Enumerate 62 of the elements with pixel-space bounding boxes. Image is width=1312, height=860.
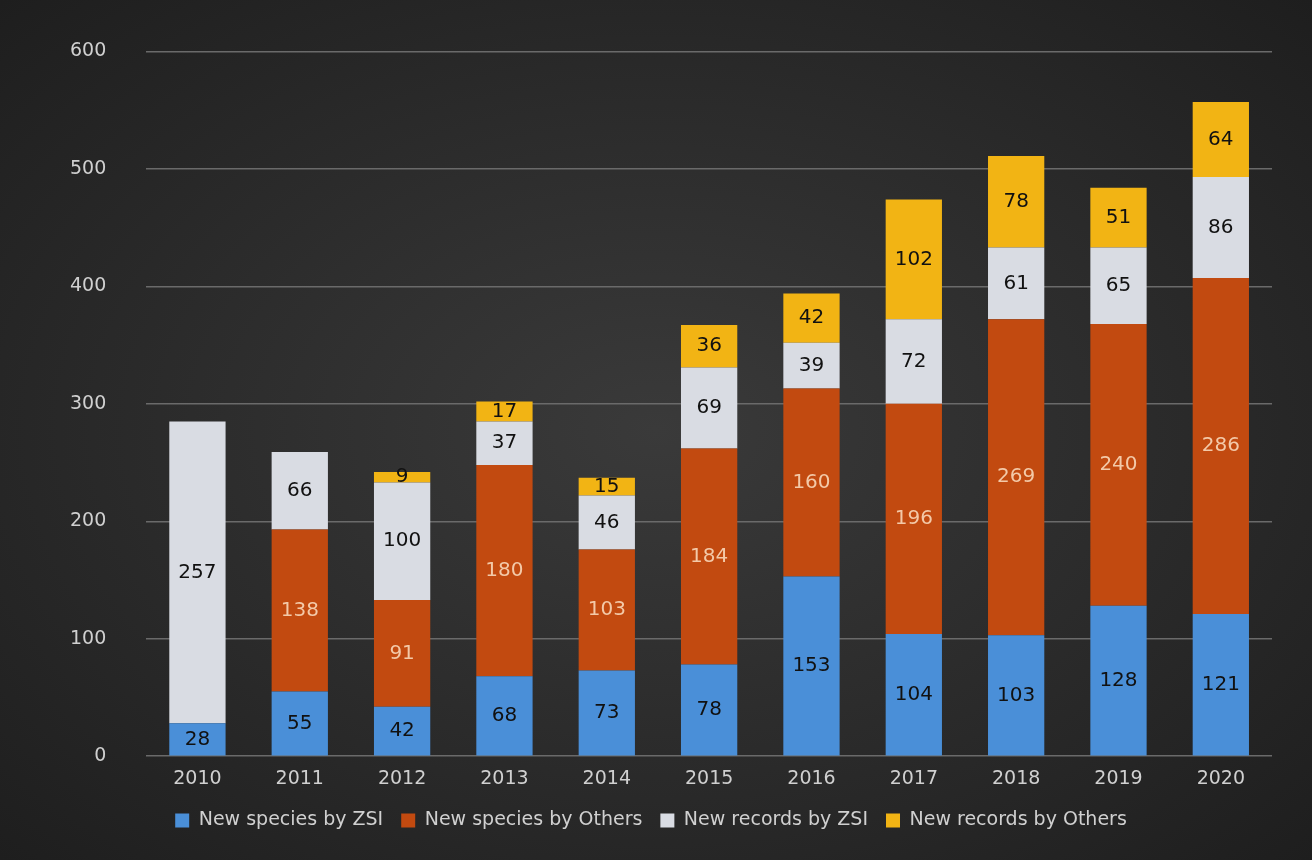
y-tick-label: 200 (70, 508, 107, 531)
data-label: 180 (485, 556, 524, 581)
data-label: 69 (696, 394, 722, 419)
legend-label: New records by Others (909, 807, 1127, 830)
data-label: 55 (287, 709, 313, 734)
data-label: 286 (1201, 432, 1240, 457)
y-tick-label: 500 (70, 155, 107, 178)
data-label: 138 (280, 596, 319, 621)
data-label: 17 (491, 397, 518, 422)
y-tick-label: 100 (70, 625, 107, 648)
data-label: 257 (178, 558, 217, 583)
data-label: 42 (798, 304, 825, 329)
data-label: 78 (1003, 187, 1029, 212)
data-label: 36 (696, 332, 722, 357)
data-label: 103 (587, 596, 626, 621)
data-label: 196 (894, 505, 933, 530)
data-label: 160 (792, 468, 831, 493)
y-tick-label: 0 (94, 743, 107, 766)
data-label: 39 (798, 351, 825, 376)
data-label: 42 (389, 717, 415, 742)
legend-label: New species by Others (424, 807, 643, 830)
x-tick-label: 2019 (1094, 765, 1143, 788)
legend-label: New records by ZSI (683, 807, 869, 830)
data-label: 104 (894, 680, 933, 705)
data-label: 78 (696, 696, 722, 721)
x-tick-label: 2011 (275, 765, 324, 788)
data-label: 65 (1105, 271, 1132, 296)
data-label: 68 (491, 702, 518, 727)
x-tick-label: 2010 (173, 765, 222, 788)
data-label: 64 (1208, 125, 1234, 150)
data-label: 61 (1003, 269, 1029, 294)
data-label: 46 (594, 508, 620, 533)
y-tick-label: 300 (70, 390, 107, 413)
data-label: 184 (690, 542, 729, 567)
x-tick-label: 2017 (889, 765, 938, 788)
data-label: 269 (997, 463, 1036, 488)
data-label: 51 (1105, 203, 1132, 228)
x-tick-label: 2020 (1196, 765, 1246, 788)
x-tick-label: 2013 (480, 765, 529, 788)
data-label: 103 (997, 681, 1036, 706)
data-label: 240 (1099, 451, 1138, 476)
data-label: 153 (792, 652, 831, 677)
y-tick-label: 600 (70, 38, 107, 61)
x-tick-label: 2016 (787, 765, 836, 788)
legend-label: New species by ZSI (198, 807, 384, 830)
data-label: 28 (184, 725, 211, 750)
data-label: 72 (901, 347, 927, 372)
x-tick-label: 2012 (377, 765, 427, 788)
data-label: 121 (1201, 670, 1240, 695)
data-label: 100 (383, 527, 422, 552)
data-label: 128 (1099, 666, 1138, 691)
data-label: 102 (894, 245, 933, 270)
data-label: 73 (594, 699, 620, 724)
y-tick-label: 400 (70, 273, 107, 296)
data-label: 91 (389, 639, 415, 664)
x-tick-label: 2015 (684, 765, 734, 788)
data-label: 86 (1208, 213, 1234, 238)
data-label: 37 (491, 429, 518, 454)
x-tick-label: 2018 (991, 765, 1041, 788)
data-label: 15 (594, 472, 620, 497)
data-label: 66 (287, 476, 313, 501)
x-tick-label: 2014 (582, 765, 631, 788)
